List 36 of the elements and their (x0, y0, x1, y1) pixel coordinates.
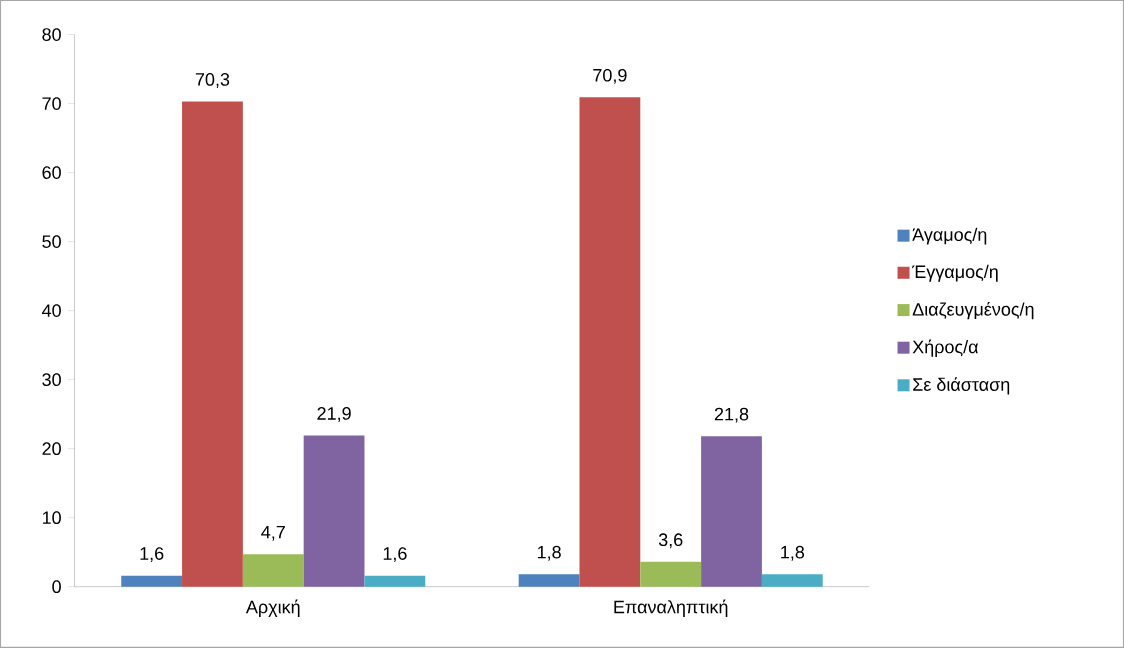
data-label: 70,3 (195, 73, 230, 88)
data-label: 4,7 (261, 526, 285, 541)
data-label: 1,6 (383, 547, 407, 563)
data-label: 1,6 (140, 547, 164, 563)
y-tick-label: 10 (42, 511, 61, 525)
data-label: 70,9 (593, 68, 627, 84)
y-tick-label: 30 (42, 373, 61, 387)
bar (640, 561, 702, 587)
y-tick-label: 60 (42, 166, 61, 179)
bar (303, 435, 365, 587)
y-tick-label: 40 (42, 304, 61, 318)
y-tick-label: 0 (52, 580, 61, 594)
bar (701, 436, 762, 587)
y-tick-label: 50 (42, 235, 61, 249)
legend-label: Άγαμος/η (912, 227, 987, 245)
bar (121, 575, 183, 587)
data-label: 1,8 (537, 545, 561, 561)
x-tick-label: Επαναληπτική (614, 599, 728, 617)
data-label: 21,9 (317, 407, 351, 422)
legend-label: Έγγαμος/η (912, 264, 998, 282)
legend-label: Διαζευγμένος/η (912, 302, 1034, 320)
y-tick-label: 20 (42, 442, 61, 456)
bar (364, 575, 426, 587)
x-tick-label: Αρχική (245, 599, 300, 617)
legend-label: Σε διάσταση (913, 377, 1010, 395)
y-tick-label: 70 (42, 97, 61, 110)
legend-label: Χήρος/α (912, 339, 979, 357)
bar (182, 101, 243, 587)
data-label: 1,8 (781, 545, 805, 561)
bar (518, 574, 580, 587)
bar (242, 554, 304, 587)
bar (761, 574, 823, 587)
bar (579, 97, 641, 587)
y-tick-label: 80 (42, 28, 61, 41)
data-label: 21,8 (714, 407, 749, 423)
data-label: 3,6 (658, 533, 683, 549)
